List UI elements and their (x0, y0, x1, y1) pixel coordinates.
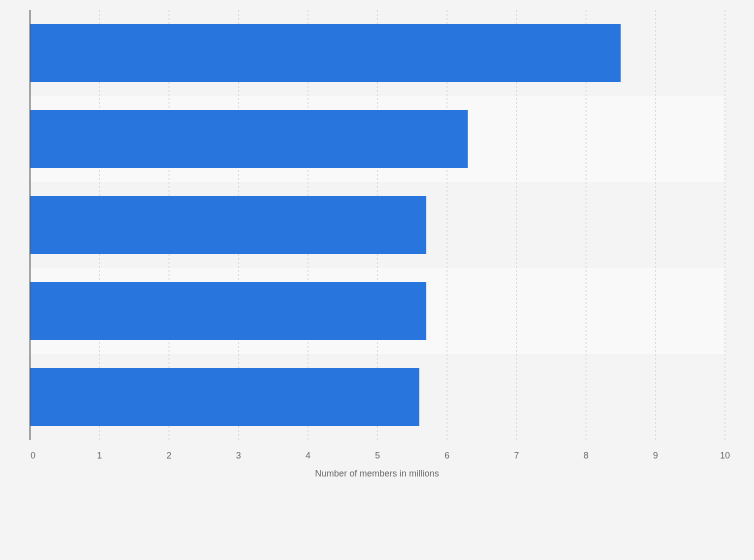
bar (30, 24, 621, 82)
x-tick-label: 7 (514, 450, 519, 460)
x-tick-label: 10 (720, 450, 730, 460)
x-tick-label: 2 (166, 450, 171, 460)
x-tick-label: 3 (236, 450, 241, 460)
x-tick-label: 1 (97, 450, 102, 460)
x-tick-label: 4 (305, 450, 310, 460)
bars (30, 24, 621, 426)
x-axis-title: Number of members in millions (315, 468, 440, 478)
x-tick-label: 9 (653, 450, 658, 460)
bar (30, 368, 420, 426)
x-tick-label: 6 (444, 450, 449, 460)
bar (30, 282, 427, 340)
x-tick-label: 0 (30, 450, 35, 460)
x-tick-label: 8 (583, 450, 588, 460)
bar (30, 110, 468, 168)
bar (30, 196, 427, 254)
x-tick-label: 5 (375, 450, 380, 460)
